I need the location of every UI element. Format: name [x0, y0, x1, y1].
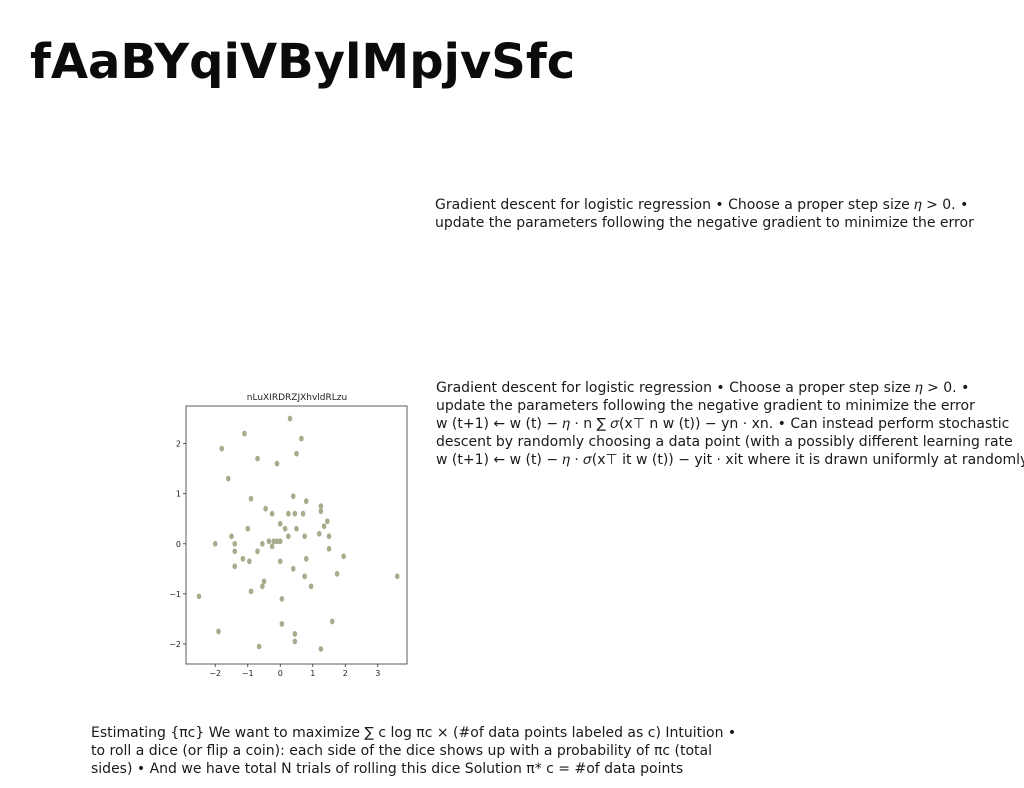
text-block-1: Gradient descent for logistic regression…	[435, 196, 974, 232]
scatter-point	[247, 558, 252, 565]
chart-title: nLuXIRDRZJXhvldRLzu	[247, 393, 347, 403]
scatter-point	[299, 435, 304, 442]
text-line: Estimating {πc} We want to maximize ∑ c …	[91, 725, 737, 741]
x-tick-label: 3	[375, 669, 380, 678]
scatter-point	[277, 520, 283, 527]
scatter-point	[277, 538, 283, 545]
text-block-2: Gradient descent for logistic regression…	[436, 379, 1024, 469]
scatter-point	[229, 533, 234, 540]
scatter-point	[263, 505, 268, 512]
scatter-point	[256, 643, 262, 650]
slide-title: fAaBYqiVBylMpjvSfc	[30, 34, 576, 90]
scatter-point	[318, 508, 324, 515]
scatter-point	[302, 573, 307, 580]
scatter-point	[282, 525, 288, 532]
scatter-point	[232, 548, 238, 555]
scatter-point	[271, 538, 277, 545]
scatter-point	[290, 493, 296, 500]
text-line: update the parameters following the nega…	[436, 398, 975, 414]
scatter-point	[303, 555, 309, 562]
scatter-point	[326, 545, 332, 552]
scatter-point	[260, 540, 265, 547]
scatter-point	[269, 510, 275, 517]
y-tick-label: −2	[169, 640, 181, 649]
text-line: Gradient descent for logistic regression…	[435, 197, 969, 213]
y-tick-label: 2	[176, 440, 181, 449]
scatter-point	[219, 445, 225, 452]
text-line: descent by randomly choosing a data poin…	[436, 434, 1013, 450]
scatter-point	[292, 638, 298, 645]
scatter-point	[294, 450, 299, 457]
scatter-point	[300, 510, 306, 517]
scatter-point	[325, 518, 330, 525]
scatter-point	[302, 533, 307, 540]
scatter-point	[232, 563, 238, 570]
scatter-plot: nLuXIRDRZJXhvldRLzu −2 −1 0 1 2 3 −2 −1 0 1 2	[169, 393, 408, 678]
scatter-point	[279, 595, 285, 602]
scatter-point	[196, 593, 202, 600]
scatter-point	[290, 565, 296, 572]
scatter-point	[274, 460, 280, 467]
scatter-point	[248, 588, 254, 595]
axis-ticks: −2 −1 0 1 2 3 −2 −1 0 1 2	[169, 440, 380, 678]
x-tick-label: 1	[310, 669, 315, 678]
scatter-point	[232, 540, 238, 547]
scatter-point	[260, 583, 265, 590]
plot-frame	[185, 405, 408, 665]
scatter-point	[261, 578, 267, 585]
text-line: sides) • And we have total N trials of r…	[91, 761, 684, 777]
scatter-point	[329, 618, 335, 625]
scatter-point	[225, 475, 231, 482]
scatter-point	[303, 498, 309, 505]
scatter-point	[326, 533, 332, 540]
scatter-point	[269, 543, 275, 550]
scatter-point	[255, 455, 260, 462]
scatter-point	[308, 583, 314, 590]
y-tick-label: −1	[169, 590, 181, 599]
y-tick-label: 1	[176, 490, 181, 499]
scatter-point	[279, 621, 285, 627]
scatter-point	[321, 523, 327, 530]
scatter-point	[318, 646, 324, 652]
text-line: update the parameters following the nega…	[435, 215, 974, 231]
scatter-point	[316, 530, 322, 537]
scatter-point	[286, 510, 291, 517]
scatter-point	[286, 533, 291, 540]
scatter-point	[287, 415, 293, 422]
scatter-point	[341, 553, 346, 560]
x-tick-label: −2	[209, 669, 221, 678]
text-line: to roll a dice (or flip a coin): each si…	[91, 743, 712, 759]
scatter-point	[274, 538, 280, 545]
scatter-point	[240, 555, 246, 562]
data-points	[196, 415, 400, 652]
text-line: w (t+1) ← w (t) − 𝜂 ⋅ 𝜎(x⊤ it w (t)) − y…	[436, 452, 1024, 468]
scatter-point	[255, 548, 260, 555]
scatter-point	[334, 570, 340, 577]
scatter-point	[292, 631, 298, 637]
text-line: Gradient descent for logistic regression…	[436, 380, 970, 396]
scatter-point	[294, 525, 299, 532]
scatter-point	[277, 558, 283, 565]
scatter-point	[266, 538, 272, 545]
scatter-point	[292, 510, 298, 517]
scatter-point	[394, 573, 400, 580]
x-tick-label: 2	[343, 669, 348, 678]
scatter-point	[245, 525, 251, 532]
y-tick-label: 0	[176, 540, 181, 549]
scatter-point	[242, 430, 247, 437]
scatter-point	[216, 628, 221, 635]
scatter-point	[248, 495, 254, 502]
x-tick-label: −1	[242, 669, 254, 678]
scatter-point	[318, 503, 324, 510]
text-line: w (t+1) ← w (t) − 𝜂 ⋅ n ∑ 𝜎(x⊤ n w (t)) …	[436, 416, 1010, 432]
text-block-3: Estimating {πc} We want to maximize ∑ c …	[91, 724, 736, 778]
scatter-point	[212, 540, 218, 547]
x-tick-label: 0	[278, 669, 283, 678]
